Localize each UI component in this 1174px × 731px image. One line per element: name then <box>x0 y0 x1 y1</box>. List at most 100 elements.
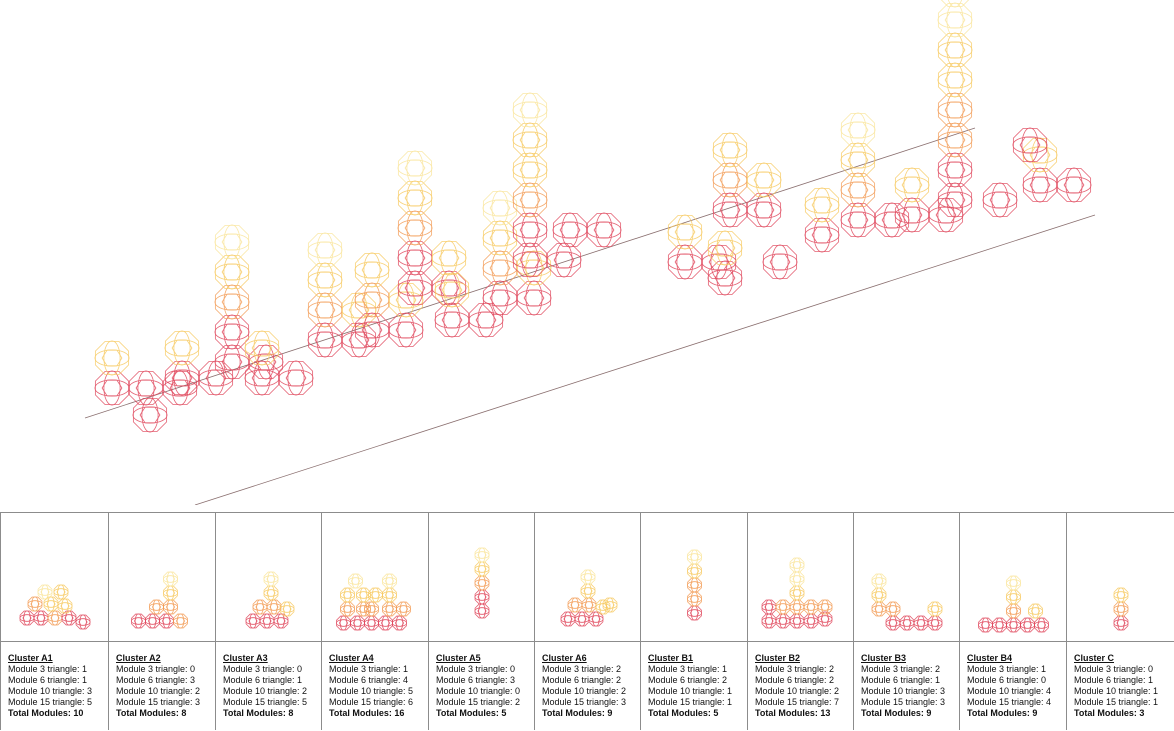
module-icon <box>871 573 887 589</box>
module-6-count: Module 6 triangle: 3 <box>436 675 516 685</box>
module-icon <box>474 547 490 563</box>
cluster-title: Cluster B4 <box>967 653 1013 663</box>
module-6-count: Module 6 triangle: 0 <box>967 675 1047 685</box>
cluster-thumbnail <box>535 513 640 642</box>
module-icon <box>266 599 282 615</box>
module-icon <box>789 599 805 615</box>
module-icon <box>252 599 268 615</box>
module-15-count: Module 15 triangle: 7 <box>755 697 840 707</box>
module-icon <box>198 360 234 396</box>
module-icon <box>937 62 973 98</box>
cluster-title: Cluster A6 <box>542 653 587 663</box>
module-icon <box>397 240 433 276</box>
module-icon <box>474 603 490 619</box>
module-icon <box>1022 167 1058 203</box>
module-icon <box>567 597 583 613</box>
module-icon <box>775 613 791 629</box>
module-icon <box>686 577 703 593</box>
module-15-count: Module 15 triangle: 5 <box>8 697 93 707</box>
module-icon <box>397 270 433 306</box>
module-icon <box>162 571 179 587</box>
total-modules: Total Modules: 5 <box>648 708 719 718</box>
module-icon <box>574 611 590 627</box>
module-6-count: Module 6 triangle: 2 <box>542 675 622 685</box>
module-icon <box>937 152 973 188</box>
module-icon <box>512 182 548 218</box>
module-icon <box>144 613 161 629</box>
cluster-title: Cluster B2 <box>755 653 801 663</box>
module-icon <box>214 284 250 320</box>
module-icon <box>803 613 819 629</box>
module-icon <box>388 282 424 318</box>
module-icon <box>381 573 398 589</box>
module-icon <box>1113 587 1129 603</box>
module-6-count: Module 6 triangle: 1 <box>8 675 88 685</box>
module-icon <box>94 370 130 406</box>
module-icon <box>712 132 748 168</box>
cluster-info: Cluster A3 Module 3 triangle: 0 Module 6 t… <box>223 653 319 719</box>
module-icon <box>937 92 973 128</box>
module-icon <box>991 617 1008 633</box>
module-icon <box>803 599 819 615</box>
module-icon <box>307 292 343 328</box>
module-icon <box>937 32 973 68</box>
module-icon <box>148 599 165 615</box>
module-icon <box>391 615 408 631</box>
module-icon <box>937 122 973 158</box>
module-icon <box>1056 167 1092 203</box>
module-icon <box>552 212 588 248</box>
module-icon <box>354 282 390 318</box>
module-3-count: Module 3 triangle: 1 <box>8 664 88 674</box>
module-icon <box>817 611 833 627</box>
module-icon <box>927 615 943 631</box>
module-icon <box>1113 601 1129 617</box>
module-15-count: Module 15 triangle: 3 <box>861 697 946 707</box>
module-icon <box>940 0 970 8</box>
cluster-drawing <box>245 571 295 629</box>
cluster-thumbnail <box>854 513 959 642</box>
cluster-title: Cluster C <box>1074 653 1115 663</box>
module-3-count: Module 3 triangle: 2 <box>755 664 835 674</box>
module-icon <box>355 587 372 603</box>
module-icon <box>789 585 805 601</box>
module-icon <box>214 314 250 350</box>
module-icon <box>431 270 467 306</box>
module-icon <box>367 587 384 603</box>
total-modules: Total Modules: 13 <box>755 708 831 718</box>
cluster-thumbnail <box>216 513 321 642</box>
module-icon <box>512 152 548 188</box>
module-icon <box>789 557 805 573</box>
module-icon <box>482 220 518 256</box>
module-icon <box>434 272 470 308</box>
module-icon <box>712 192 748 228</box>
total-modules: Total Modules: 8 <box>223 708 294 718</box>
module-icon <box>1012 127 1048 163</box>
cluster-info: Cluster A1 Module 3 triangle: 1 Module 6 t… <box>8 653 106 719</box>
cluster-info: Cluster B2 Module 3 triangle: 2 Module 6 t… <box>755 653 851 719</box>
module-icon <box>840 142 876 178</box>
module-icon <box>434 302 470 338</box>
total-modules: Total Modules: 8 <box>116 708 187 718</box>
cluster-thumbnail <box>429 513 534 642</box>
module-icon <box>937 2 973 38</box>
module-icon <box>347 573 364 589</box>
module-icon <box>871 587 887 603</box>
ground-line-upper <box>84 127 976 419</box>
module-icon <box>397 150 433 186</box>
module-3-count: Module 3 triangle: 0 <box>436 664 516 674</box>
module-icon <box>982 182 1018 218</box>
module-icon <box>381 601 398 617</box>
module-icon <box>53 584 69 600</box>
module-icon <box>397 210 433 246</box>
module-3-count: Module 3 triangle: 2 <box>542 664 622 674</box>
module-icon <box>474 589 490 605</box>
module-10-count: Module 10 triangle: 2 <box>755 686 840 696</box>
module-icon <box>840 172 876 208</box>
cluster-title: Cluster A2 <box>116 653 161 663</box>
module-15-count: Module 15 triangle: 3 <box>116 697 201 707</box>
module-icon <box>307 262 343 298</box>
cluster-drawing <box>474 547 490 619</box>
module-icon <box>37 584 53 600</box>
module-icon <box>817 599 833 615</box>
module-icon <box>581 597 597 613</box>
